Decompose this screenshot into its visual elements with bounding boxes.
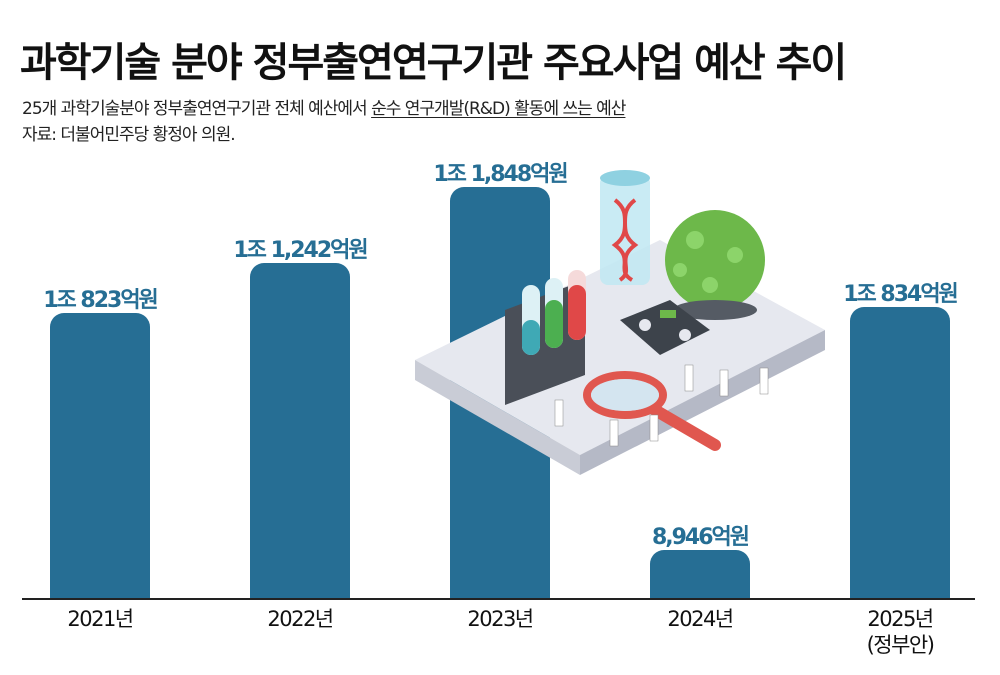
value-label-2024: 8,946억원 <box>651 525 750 550</box>
x-axis-baseline <box>22 598 975 600</box>
year-text: 2023년 <box>467 607 534 631</box>
category-label-2025: 2025년 (정부안) <box>800 606 1000 658</box>
year-text: 2024년 <box>667 607 734 631</box>
value-label-2023: 1조 1,848억원 <box>433 162 568 187</box>
subtitle-underlined-text: 순수 연구개발(R&D) 활동에 쓰는 예산 <box>371 99 626 119</box>
bar-2022 <box>250 263 350 598</box>
value-label-2025: 1조 834억원 <box>843 282 959 307</box>
year-text: 2025년 <box>867 607 934 631</box>
chart-title: 과학기술 분야 정부출연연구기관 주요사업 예산 추이 <box>20 40 847 86</box>
category-label-2024: 2024년 <box>600 606 800 632</box>
bar-2021 <box>50 313 150 598</box>
year-text: 2022년 <box>267 607 334 631</box>
value-label-2021: 1조 823억원 <box>43 288 159 313</box>
category-label-2022: 2022년 <box>200 606 400 632</box>
subtitle-text: 25개 과학기술분야 정부출연연구기관 전체 예산에서 <box>22 99 372 119</box>
chart-subtitle: 25개 과학기술분야 정부출연연구기관 전체 예산에서 순수 연구개발(R&D)… <box>22 94 626 119</box>
bar-2025 <box>850 307 950 598</box>
value-label-2022: 1조 1,242억원 <box>233 238 368 263</box>
source-note: 자료: 더불어민주당 황정아 의원. <box>22 125 236 145</box>
category-label-2021: 2021년 <box>0 606 200 632</box>
laboratory-illustration <box>415 170 825 475</box>
government-proposal-note: (정부안) <box>866 633 935 657</box>
year-text: 2021년 <box>67 607 134 631</box>
category-label-2023: 2023년 <box>400 606 600 632</box>
bar-2024 <box>650 550 750 598</box>
